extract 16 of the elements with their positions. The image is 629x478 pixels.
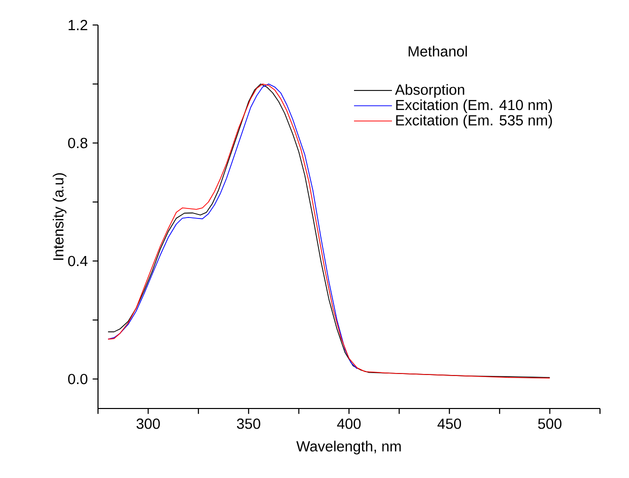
legend-label: Absorption [395,84,464,98]
line-series [108,84,358,370]
x-tick-label: 350 [236,418,260,429]
x-axis-title: Wavelength, nm [296,440,401,454]
legend-title: Methanol [408,46,467,57]
x-tick-label: 450 [437,418,462,429]
legend-label: Excitation (Em. 535 nm) [396,114,552,128]
y-axis-title: Intensity (a.u) [52,173,66,260]
x-tick-label: 500 [538,418,562,429]
y-tick-label: 0.0 [68,374,88,384]
y-tick-label: 0.8 [68,138,88,148]
y-tick-label: 1.2 [68,20,88,30]
legend-label: Excitation (Em. 410 nm) [396,99,552,114]
y-tick-label: 0.4 [68,256,88,266]
x-tick-label: 400 [337,418,361,429]
x-tick-label: 300 [136,418,160,429]
